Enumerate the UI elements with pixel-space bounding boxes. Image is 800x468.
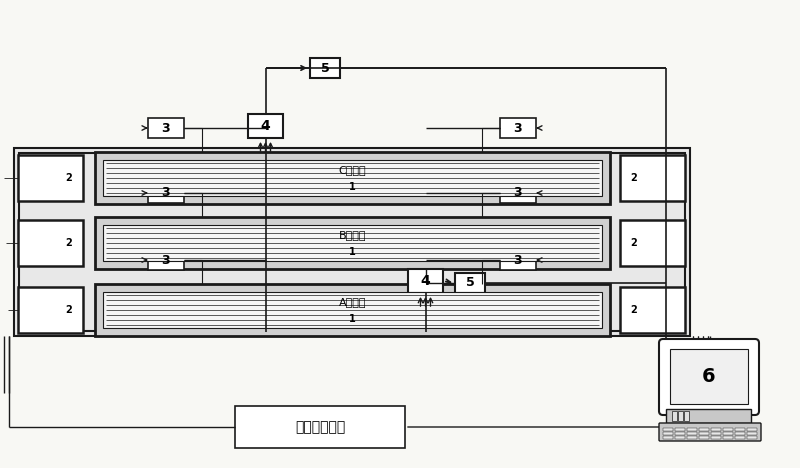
Text: 1: 1 (349, 314, 356, 324)
Bar (18, 287, 83, 333)
Bar (19, 153, 685, 331)
Text: 5: 5 (321, 61, 330, 74)
Bar (675, 432, 685, 435)
Bar (103, 225, 602, 261)
Bar (500, 183, 536, 203)
Text: 4: 4 (261, 119, 270, 133)
Text: 5: 5 (466, 277, 474, 290)
Text: 3: 3 (162, 187, 170, 199)
Bar (747, 428, 757, 431)
Bar (18, 220, 83, 266)
Bar (95, 284, 610, 336)
Text: 2: 2 (66, 173, 72, 183)
Text: 2: 2 (66, 305, 72, 315)
Bar (663, 436, 673, 439)
Bar (235, 406, 405, 448)
Bar (735, 428, 745, 431)
Text: 3: 3 (162, 122, 170, 134)
Text: C相电缆: C相电缆 (338, 165, 366, 175)
Text: 2: 2 (66, 238, 72, 248)
Text: 2: 2 (630, 305, 638, 315)
Bar (666, 409, 751, 423)
Bar (687, 428, 697, 431)
Bar (723, 436, 733, 439)
Bar (711, 432, 721, 435)
Bar (663, 428, 673, 431)
Bar (620, 155, 685, 201)
Bar (678, 411, 683, 421)
Bar (670, 349, 748, 404)
FancyBboxPatch shape (659, 423, 761, 441)
Bar (103, 160, 602, 196)
Bar (711, 436, 721, 439)
Bar (500, 118, 536, 138)
Bar (14, 148, 690, 336)
Bar (699, 432, 709, 435)
Bar (310, 58, 340, 78)
Bar (672, 411, 677, 421)
Bar (500, 250, 536, 270)
Text: 2: 2 (630, 173, 638, 183)
Bar (735, 436, 745, 439)
Text: 6: 6 (702, 367, 716, 387)
Bar (103, 292, 602, 328)
Bar (687, 432, 697, 435)
Bar (95, 217, 610, 269)
Bar (735, 432, 745, 435)
Bar (620, 287, 685, 333)
Bar (61, 302, 77, 318)
Bar (675, 436, 685, 439)
Bar (747, 436, 757, 439)
Bar (723, 428, 733, 431)
Bar (18, 155, 83, 201)
Bar (684, 411, 689, 421)
Bar (699, 428, 709, 431)
Bar (626, 170, 642, 186)
Bar (687, 436, 697, 439)
Bar (148, 250, 184, 270)
Bar (61, 170, 77, 186)
Bar (711, 428, 721, 431)
Bar (620, 220, 685, 266)
Text: 1: 1 (349, 182, 356, 192)
Bar (95, 152, 610, 204)
Bar (148, 118, 184, 138)
Bar (747, 432, 757, 435)
FancyBboxPatch shape (659, 339, 759, 415)
Bar (248, 114, 283, 138)
Text: 4: 4 (421, 274, 430, 288)
Text: 3: 3 (162, 254, 170, 266)
Bar (14, 148, 690, 336)
Bar (723, 432, 733, 435)
Bar (699, 436, 709, 439)
Text: B相电缆: B相电缆 (338, 230, 366, 240)
Bar (626, 302, 642, 318)
Text: 2: 2 (630, 238, 638, 248)
Text: 低温冷却系统: 低温冷却系统 (295, 420, 345, 434)
Bar (148, 183, 184, 203)
Bar (663, 432, 673, 435)
Bar (626, 235, 642, 251)
Bar (408, 269, 443, 293)
Bar (675, 428, 685, 431)
Text: A相电缆: A相电缆 (338, 297, 366, 307)
Text: 3: 3 (514, 187, 522, 199)
Bar (455, 273, 485, 293)
Text: 3: 3 (514, 254, 522, 266)
Text: 3: 3 (514, 122, 522, 134)
Bar (61, 235, 77, 251)
Text: 1: 1 (349, 247, 356, 257)
